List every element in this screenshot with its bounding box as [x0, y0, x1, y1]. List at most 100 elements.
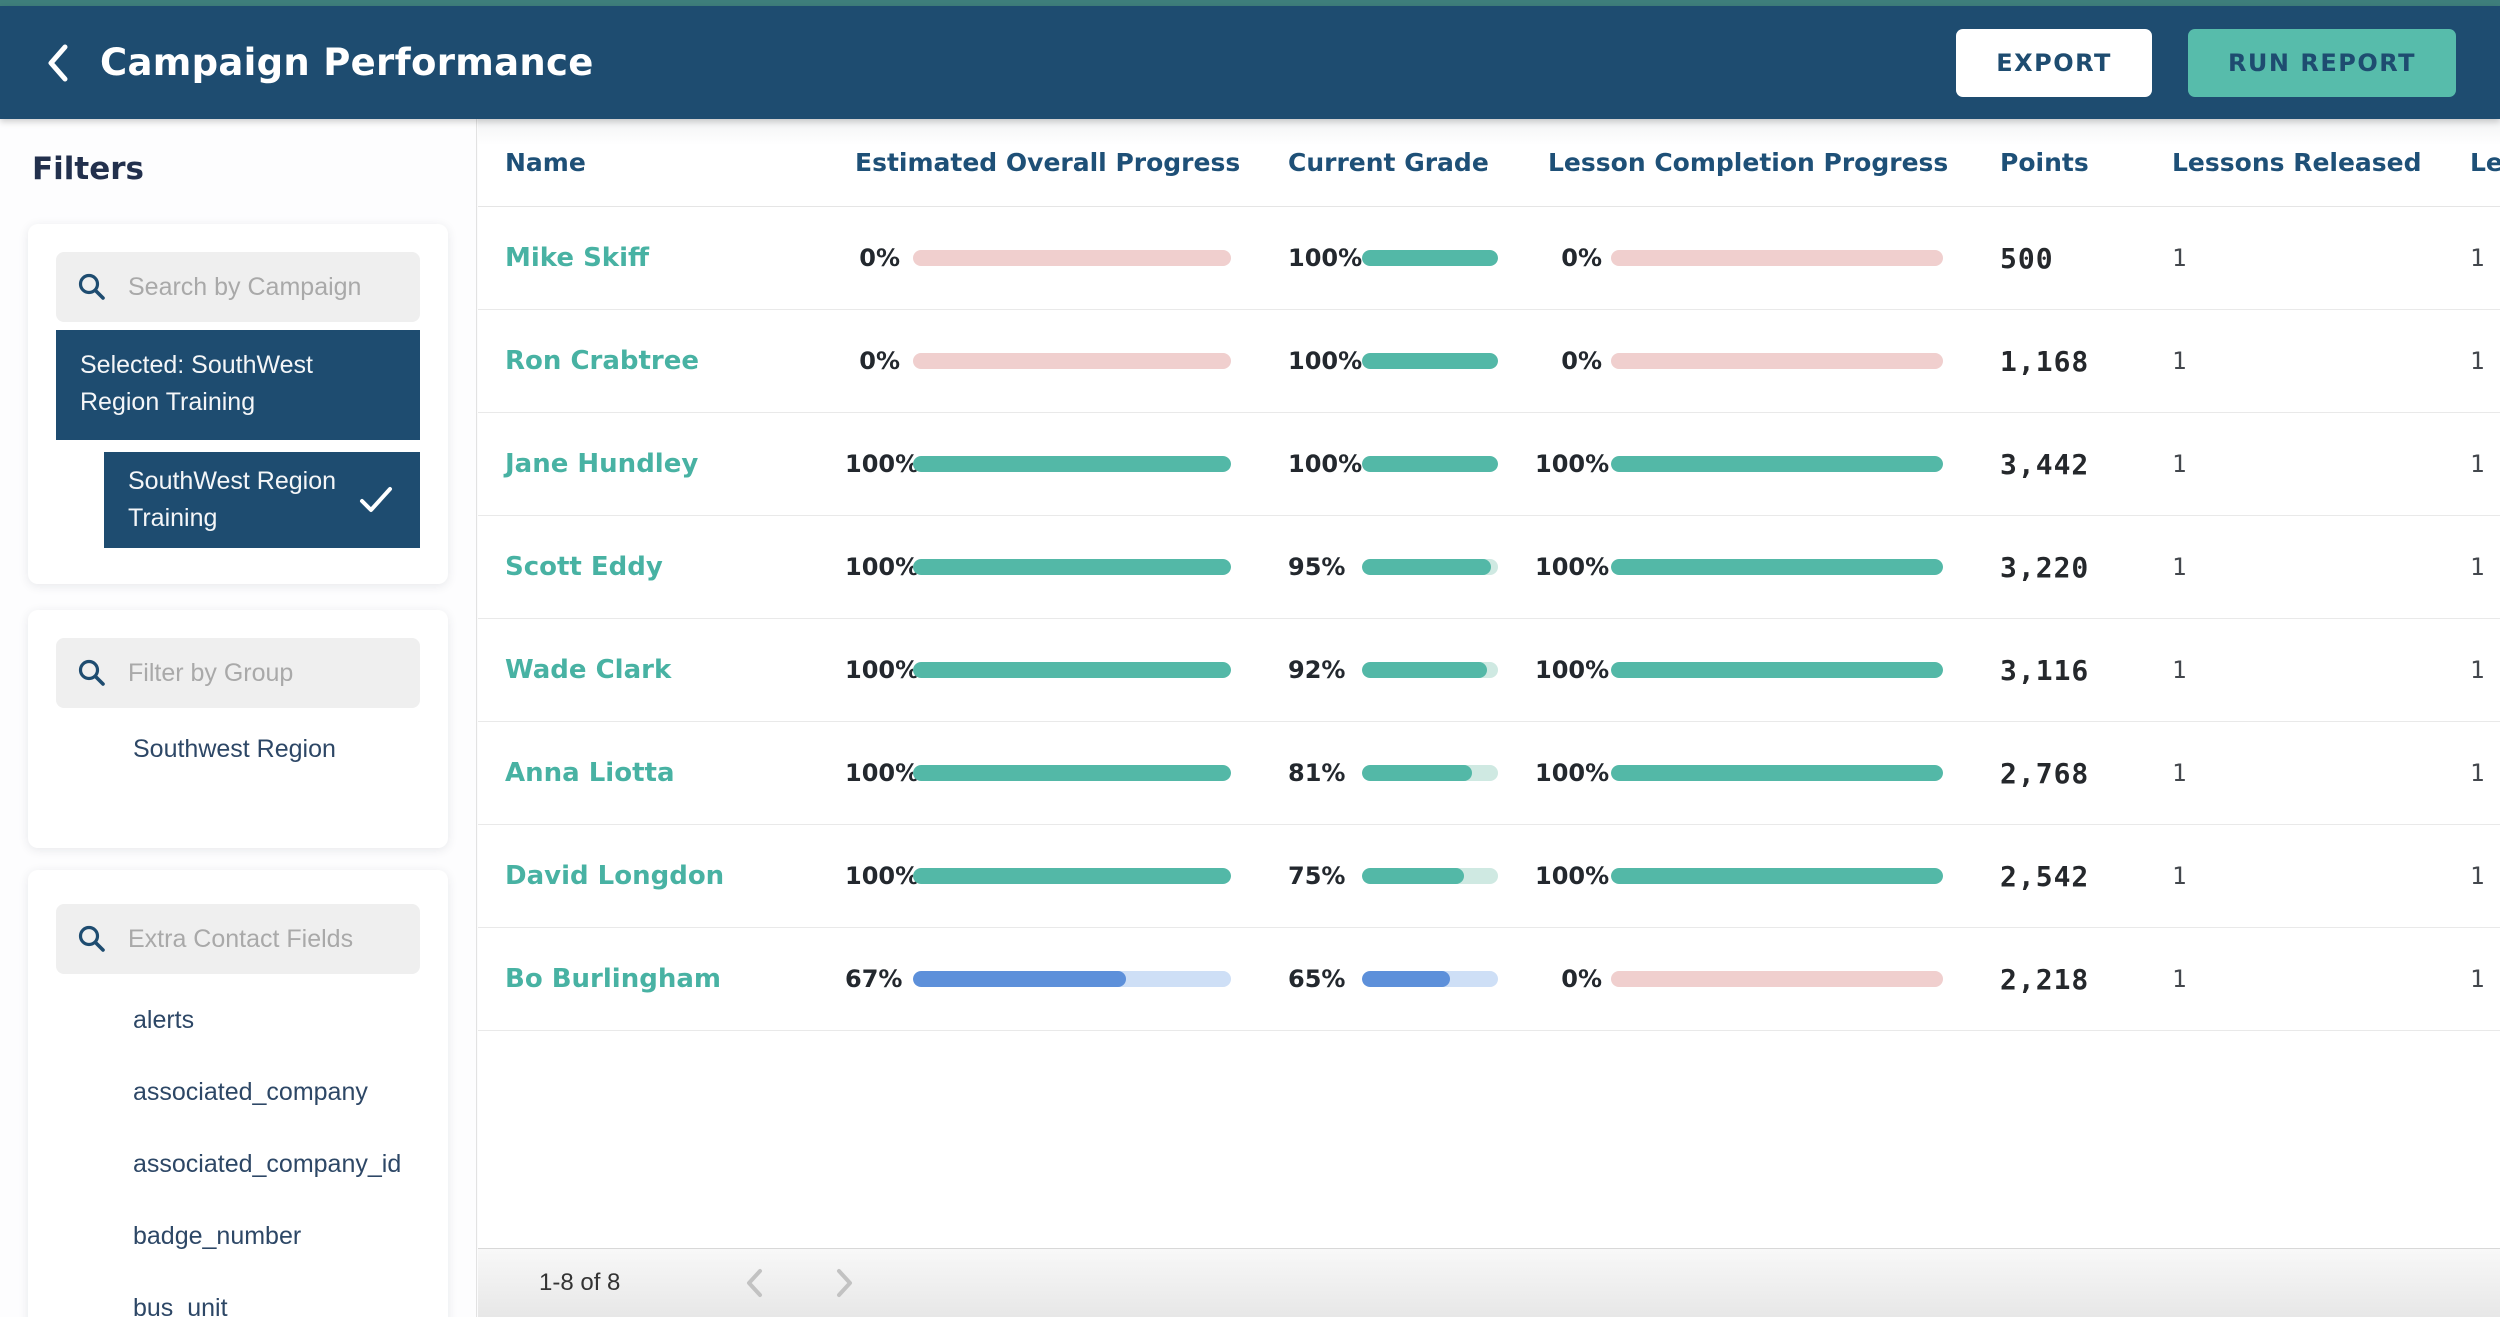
current-grade-cell: 100% [1288, 450, 1535, 478]
learner-name-link[interactable]: Wade Clark [505, 655, 672, 685]
page-title: Campaign Performance [100, 41, 594, 84]
points-value: 3,442 [2000, 447, 2090, 481]
extra-field-item[interactable]: associated_company_id [133, 1149, 402, 1178]
col-header-current-grade: Current Grade [1288, 148, 1489, 177]
grade-percent-label: 75% [1288, 862, 1346, 890]
completion-percent-label: 0% [1561, 965, 1602, 993]
estimated-overall-progress-cell: 67% [845, 965, 1288, 993]
progress-percent-label: 100% [845, 759, 920, 787]
current-grade-cell: 100% [1288, 244, 1535, 272]
extra-field-item[interactable]: badge_number [133, 1221, 302, 1250]
extra-field-item[interactable]: bus_unit [133, 1293, 228, 1317]
learner-name-link[interactable]: Jane Hundley [505, 449, 699, 479]
table-row: Bo Burlingham 67% 65% 0% 2,218 1 1 [478, 928, 2500, 1031]
truncated-col-value: 1 [2470, 553, 2485, 581]
campaign-search-box[interactable] [56, 252, 450, 322]
grade-percent-label: 100% [1288, 450, 1363, 478]
col-header-lesson-completion-progress: Lesson Completion Progress [1548, 148, 1949, 177]
completion-percent-label: 0% [1561, 347, 1602, 375]
group-search-input[interactable] [128, 658, 450, 688]
points-value: 2,542 [2000, 859, 2090, 893]
lesson-completion-progress-cell: 100% [1535, 553, 2000, 581]
extra-field-item[interactable]: associated_company [133, 1077, 368, 1106]
progress-percent-label: 100% [845, 450, 920, 478]
lesson-completion-progress-cell: 100% [1535, 656, 2000, 684]
pagination-prev-button[interactable] [732, 1261, 776, 1305]
truncated-col-value: 1 [2470, 244, 2485, 272]
extra-fields-search-box[interactable] [56, 904, 450, 974]
selected-campaign-badge[interactable]: Selected: SouthWest Region Training [56, 330, 420, 440]
group-list: Southwest Region [133, 730, 420, 768]
learner-name-link[interactable]: Ron Crabtree [505, 346, 700, 376]
run-report-button[interactable]: RUN REPORT [2187, 28, 2456, 97]
truncated-col-value: 1 [2470, 759, 2485, 787]
col-header-truncated: Le [2470, 148, 2500, 177]
filters-heading: Filters [32, 151, 145, 187]
completion-bar [1611, 868, 1943, 884]
col-header-name: Name [505, 148, 586, 177]
lessons-released-value: 1 [2172, 450, 2187, 478]
truncated-col-value: 1 [2470, 656, 2485, 684]
estimated-overall-progress-cell: 100% [845, 759, 1288, 787]
learner-name-link[interactable]: Bo Burlingham [505, 964, 721, 994]
lessons-released-value: 1 [2172, 759, 2187, 787]
grade-bar [1362, 456, 1498, 472]
points-value: 500 [2000, 241, 2054, 275]
extra-field-item[interactable]: alerts [133, 1005, 195, 1034]
group-item[interactable]: Southwest Region [133, 735, 336, 763]
search-icon [78, 273, 105, 300]
back-button[interactable] [28, 33, 88, 93]
truncated-col-value: 1 [2470, 347, 2485, 375]
pagination-next-button[interactable] [823, 1261, 867, 1305]
progress-bar [913, 559, 1231, 575]
learner-name-link[interactable]: Anna Liotta [505, 758, 675, 788]
points-value: 3,220 [2000, 550, 2090, 584]
group-search-box[interactable] [56, 638, 450, 708]
grade-percent-label: 92% [1288, 656, 1346, 684]
grade-percent-label: 81% [1288, 759, 1346, 787]
table-row: Jane Hundley 100% 100% 100% 3,442 1 1 [478, 413, 2500, 516]
completion-percent-label: 0% [1561, 244, 1602, 272]
chevron-left-icon [48, 44, 68, 81]
extra-fields-card: alerts associated_company associated_compa… [28, 870, 450, 1317]
lessons-released-value: 1 [2172, 656, 2187, 684]
current-grade-cell: 92% [1288, 656, 1535, 684]
col-header-estimated-overall-progress: Estimated Overall Progress [855, 148, 1241, 177]
estimated-overall-progress-cell: 0% [845, 347, 1288, 375]
learner-name-link[interactable]: David Longdon [505, 861, 725, 891]
check-icon [360, 487, 392, 512]
progress-percent-label: 67% [845, 965, 903, 993]
grade-percent-label: 100% [1288, 244, 1363, 272]
search-icon [78, 925, 105, 952]
table-row: Mike Skiff 0% 100% 0% 500 1 1 [478, 207, 2500, 310]
points-value: 2,768 [2000, 756, 2090, 790]
report-table: Name Estimated Overall Progress Current … [478, 119, 2500, 1317]
truncated-col-value: 1 [2470, 450, 2485, 478]
browser-accent-strip [0, 0, 2500, 6]
table-header-row: Name Estimated Overall Progress Current … [478, 119, 2500, 207]
truncated-col-value: 1 [2470, 965, 2485, 993]
completion-bar [1611, 765, 1943, 781]
campaign-filter-card: Selected: SouthWest Region Training Sout… [28, 224, 450, 584]
header-actions: EXPORT RUN REPORT [1956, 28, 2456, 97]
pagination-bar: 1-8 of 8 [478, 1248, 2500, 1317]
learner-name-link[interactable]: Scott Eddy [505, 552, 663, 582]
campaign-search-input[interactable] [128, 272, 450, 302]
filters-sidebar: Filters Selected: SouthWest Region Train… [0, 119, 477, 1317]
current-grade-cell: 65% [1288, 965, 1535, 993]
chevron-right-icon [837, 1269, 853, 1297]
campaign-option-selected[interactable]: SouthWest Region Training [104, 452, 420, 548]
extra-fields-search-input[interactable] [128, 924, 450, 954]
completion-percent-label: 100% [1535, 656, 1610, 684]
completion-percent-label: 100% [1535, 553, 1610, 581]
export-button[interactable]: EXPORT [1956, 28, 2152, 97]
completion-bar [1611, 353, 1943, 369]
lesson-completion-progress-cell: 0% [1535, 244, 2000, 272]
truncated-col-value: 1 [2470, 862, 2485, 890]
grade-bar [1362, 559, 1498, 575]
learner-name-link[interactable]: Mike Skiff [505, 243, 650, 273]
search-icon [78, 659, 105, 686]
completion-bar [1611, 662, 1943, 678]
points-value: 2,218 [2000, 962, 2090, 996]
current-grade-cell: 81% [1288, 759, 1535, 787]
